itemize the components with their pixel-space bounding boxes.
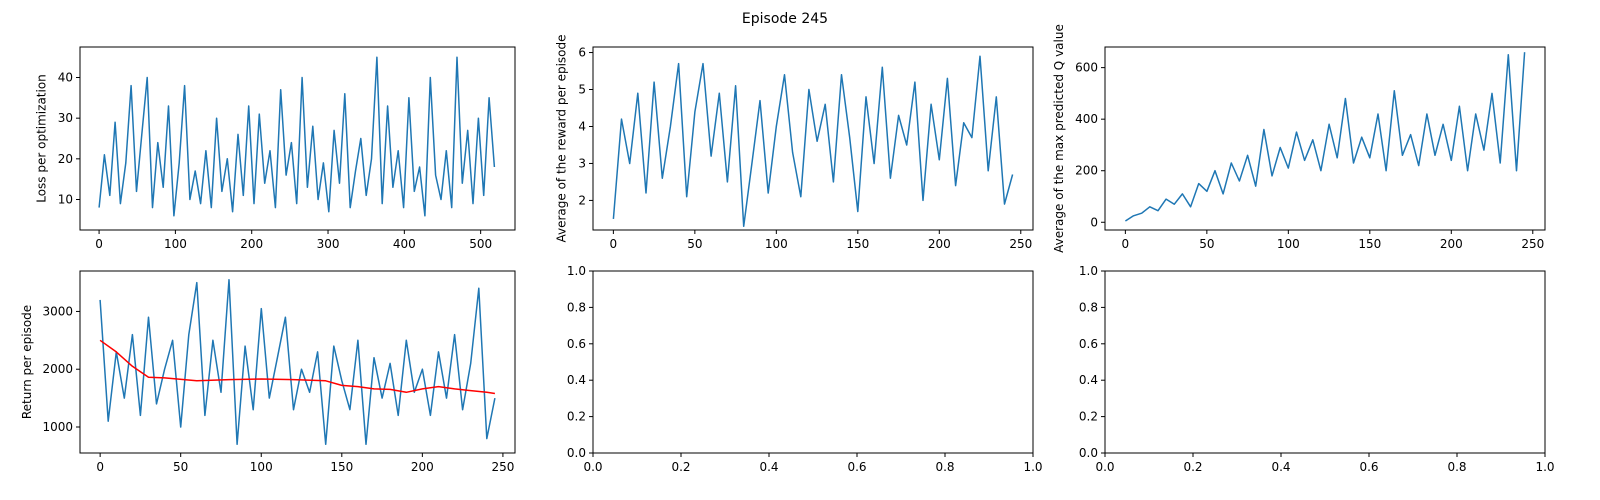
y-tick-label: 2 [578, 193, 586, 207]
x-tick-label: 0.6 [1359, 460, 1378, 474]
x-tick-label: 0.8 [1447, 460, 1466, 474]
y-tick-label: 10 [58, 193, 73, 207]
subplot-5: 0.0 0.2 0.4 0.6 0.8 1.0 0.0 0.2 0.4 0.6 0.8 1.0 [567, 264, 1043, 474]
y-tick-label: 20 [58, 152, 73, 166]
x-tick-label: 0 [610, 237, 618, 251]
y-tick-label: 0.2 [567, 410, 586, 424]
subplot-6: 0.0 0.2 0.4 0.6 0.8 1.0 0.0 0.2 0.4 0.6 0.8 1.0 [1079, 264, 1555, 474]
x-tick-label: 0.2 [671, 460, 690, 474]
smoothed-series-line [99, 339, 496, 395]
x-tick-label: 0.4 [1271, 460, 1290, 474]
y-tick-label: 0.0 [567, 446, 586, 460]
x-tick-label: 1.0 [1535, 460, 1554, 474]
x-tick-label: 0 [95, 237, 103, 251]
x-tick-label: 150 [846, 237, 869, 251]
x-tick-label: 0.4 [759, 460, 778, 474]
series-line [612, 55, 1014, 228]
y-tick-label: 0.0 [1079, 446, 1098, 460]
y-tick-label: 0.8 [1079, 300, 1098, 314]
subplot-4: 0 50 100 150 200 250 1000 2000 3000 Return per ep… [20, 270, 516, 474]
y-tick-label: 0.2 [1079, 410, 1098, 424]
series-line [99, 278, 496, 446]
y-tick-label: 2000 [42, 362, 73, 376]
x-tick-label: 50 [173, 460, 188, 474]
figure-suptitle: Episode 245 [742, 11, 828, 27]
y-tick-label: 0.6 [567, 337, 586, 351]
x-tick-label: 0.8 [935, 460, 954, 474]
x-tick-label: 0 [96, 460, 104, 474]
y-tick-label: 30 [58, 111, 73, 125]
y-tick-label: 0.4 [567, 373, 586, 387]
y-tick-label: 0 [1090, 215, 1098, 229]
x-tick-label: 100 [1277, 237, 1300, 251]
x-tick-label: 250 [1521, 237, 1544, 251]
y-axis-label: Average of the reward per episode [555, 34, 569, 242]
subplot-2: 0 50 100 150 200 250 2 3 4 5 6 Average of the rewar… [555, 34, 1034, 251]
series-line [1124, 52, 1526, 222]
subplot-1: 0 100 200 300 400 500 10 20 30 40 Loss per optimiz… [34, 46, 516, 251]
y-tick-label: 40 [58, 71, 73, 85]
y-tick-label: 6 [578, 46, 586, 60]
x-tick-label: 100 [250, 460, 273, 474]
x-tick-label: 50 [687, 237, 702, 251]
x-tick-label: 50 [1199, 237, 1214, 251]
y-axis-label: Loss per optimization [34, 74, 48, 203]
plot-area [79, 270, 516, 454]
y-tick-label: 3000 [42, 304, 73, 318]
y-tick-label: 0.6 [1079, 337, 1098, 351]
x-tick-label: 500 [469, 237, 492, 251]
x-tick-label: 0 [1122, 237, 1130, 251]
y-tick-label: 400 [1075, 112, 1098, 126]
x-tick-label: 200 [411, 460, 434, 474]
subplot-3: 0 50 100 150 200 250 0 200 400 600 Average of the … [1052, 24, 1546, 253]
x-tick-label: 150 [1358, 237, 1381, 251]
y-tick-label: 200 [1075, 164, 1098, 178]
x-tick-label: 400 [393, 237, 416, 251]
series-line [98, 56, 496, 217]
x-tick-label: 200 [928, 237, 951, 251]
y-tick-label: 4 [578, 119, 586, 133]
plot-area [1104, 46, 1546, 231]
y-tick-label: 600 [1075, 61, 1098, 75]
y-tick-label: 1.0 [1079, 264, 1098, 278]
x-tick-label: 200 [1440, 237, 1463, 251]
x-tick-label: 100 [164, 237, 187, 251]
x-tick-label: 300 [317, 237, 340, 251]
plot-area [1104, 270, 1546, 454]
y-tick-label: 1000 [42, 420, 73, 434]
x-tick-label: 0.0 [1095, 460, 1114, 474]
y-tick-label: 0.8 [567, 300, 586, 314]
x-tick-label: 1.0 [1023, 460, 1042, 474]
x-tick-label: 200 [240, 237, 263, 251]
x-tick-label: 100 [765, 237, 788, 251]
x-tick-label: 150 [330, 460, 353, 474]
plot-area [592, 270, 1034, 454]
y-tick-label: 3 [578, 156, 586, 170]
x-tick-label: 250 [491, 460, 514, 474]
x-tick-label: 0.2 [1183, 460, 1202, 474]
y-tick-label: 5 [578, 83, 586, 97]
y-axis-label: Return per episode [20, 305, 34, 419]
plot-area [79, 46, 516, 231]
x-tick-label: 0.0 [583, 460, 602, 474]
plot-area [592, 46, 1034, 231]
y-axis-label: Average of the max predicted Q value [1052, 24, 1066, 253]
y-tick-label: 1.0 [567, 264, 586, 278]
x-tick-label: 250 [1009, 237, 1032, 251]
x-tick-label: 0.6 [847, 460, 866, 474]
y-tick-label: 0.4 [1079, 373, 1098, 387]
